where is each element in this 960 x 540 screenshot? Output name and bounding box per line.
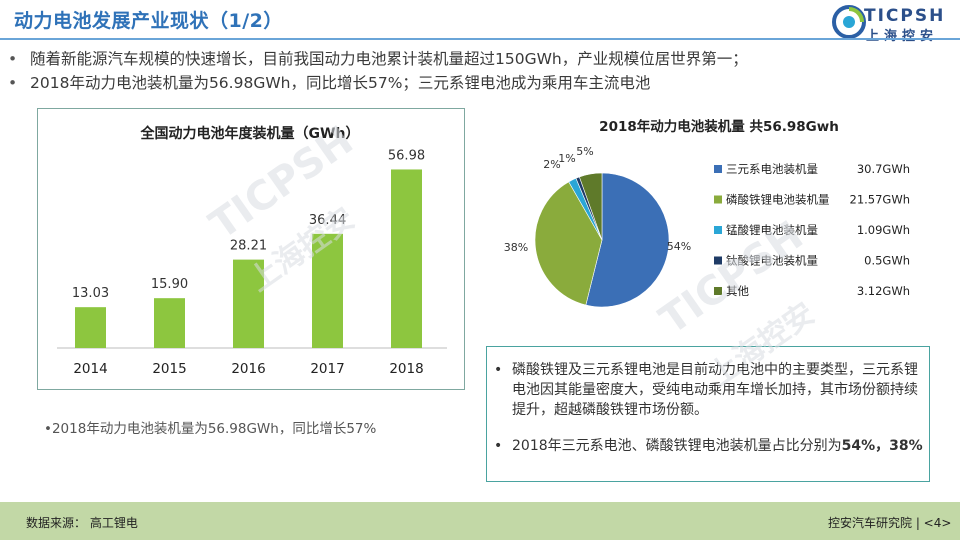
summary-bullet-1: • 磷酸铁锂及三元系锂电池是目前动力电池中的主要类型，三元系锂电池因其能量密度大…	[494, 360, 924, 420]
x-tick-label: 2015	[152, 361, 186, 377]
pie-pct-label: 2%	[543, 158, 560, 171]
bar-2014	[75, 307, 106, 348]
bullet-glyph: •	[494, 362, 503, 378]
bar-value-label: 36.44	[309, 213, 346, 228]
bullet-glyph: •	[8, 74, 18, 92]
page-title: 动力电池发展产业现状（1/2）	[14, 10, 283, 32]
summary-bullet-1-text: 磷酸铁锂及三元系锂电池是目前动力电池中的主要类型，三元系锂电池因其能量密度大，受…	[512, 362, 918, 418]
bar-value-label: 15.90	[151, 277, 188, 292]
legend-label: 钛酸锂电池装机量	[726, 254, 818, 268]
annual-installation-bar-chart: 全国动力电池年度装机量（GWh） 13.03 2014 15.90 2015 28.21 2…	[57, 125, 447, 377]
bar-chart-title: 全国动力电池年度装机量（GWh）	[140, 125, 360, 142]
bar-2015	[154, 298, 185, 348]
intro-bullet-2: • 2018年动力电池装机量为56.98GWh，同比增长57%；三元系锂电池成为乘…	[8, 71, 650, 93]
legend-swatch	[714, 287, 722, 295]
pie-slice	[585, 172, 670, 308]
legend-amount: 1.09GWh	[857, 223, 910, 237]
legend-label: 其他	[726, 284, 749, 298]
bar-value-label: 56.98	[388, 148, 425, 163]
legend-label: 锰酸锂电池装机量	[726, 223, 818, 237]
legend-label: 三元系电池装机量	[726, 162, 818, 176]
intro-bullet-1: • 随着新能源汽车规模的快速增长，目前我国动力电池累计装机量超过150GWh，产业…	[8, 47, 748, 69]
intro-bullet-2-text: 2018年动力电池装机量为56.98GWh，同比增长57%；三元系锂电池成为乘用…	[30, 74, 651, 92]
summary-bullet-2-text: 2018年三元系电池、磷酸铁锂电池装机量占比分别为	[512, 438, 842, 454]
pie-slice	[579, 172, 603, 241]
bar-value-label: 28.21	[230, 239, 267, 254]
footer-bar	[0, 502, 960, 540]
bar-2018	[391, 169, 422, 348]
legend-swatch	[714, 195, 722, 204]
pie-pct-label: 1%	[558, 152, 575, 165]
legend-swatch	[714, 226, 722, 234]
title-divider	[0, 38, 960, 40]
pie-pct-label: 54%	[667, 240, 691, 253]
x-tick-label: 2018	[389, 361, 423, 377]
logo-text-en: TICPSH	[864, 6, 946, 26]
logo-icon	[832, 5, 866, 39]
summary-bullet-2: • 2018年三元系电池、磷酸铁锂电池装机量占比分别为54%，38%	[494, 436, 924, 456]
x-tick-label: 2016	[231, 361, 265, 377]
x-tick-label: 2017	[310, 361, 344, 377]
logo-text-cn: 上海控安	[866, 29, 939, 44]
summary-box	[486, 346, 930, 482]
bullet-glyph: •	[44, 421, 52, 437]
footer-source: 数据来源： 高工锂电	[26, 516, 138, 530]
legend-amount: 30.7GWh	[857, 162, 910, 176]
bar-chart-note-text: 2018年动力电池装机量为56.98GWh，同比增长57%	[51, 421, 377, 437]
installation-share-pie-chart: 2018年动力电池装机量 共56.98Gwh 54% 38% 2%1%5% 三元系电池装…	[504, 118, 911, 308]
legend-label: 磷酸铁锂电池装机量	[726, 193, 830, 207]
pie-chart-title: 2018年动力电池装机量 共56.98Gwh	[599, 118, 839, 135]
summary-share-values: 54%，38%	[841, 438, 923, 454]
bar-2016	[233, 259, 264, 348]
bar-2017	[312, 233, 343, 348]
legend-amount: 0.5GWh	[864, 254, 910, 268]
x-tick-label: 2014	[73, 361, 107, 377]
legend-swatch	[714, 165, 722, 173]
pie-pct-label: 38%	[504, 241, 528, 254]
bar-chart-note: •2018年动力电池装机量为56.98GWh，同比增长57%	[44, 417, 376, 437]
bullet-glyph: •	[494, 438, 503, 454]
footer-page-info: 控安汽车研究院 | <4>	[828, 516, 952, 530]
bar-value-label: 13.03	[72, 286, 109, 301]
intro-bullet-1-text: 随着新能源汽车规模的快速增长，目前我国动力电池累计装机量超过150GWh，产业规…	[30, 50, 748, 68]
bullet-glyph: •	[8, 50, 18, 68]
legend-swatch	[714, 256, 722, 265]
pie-slice	[534, 181, 603, 306]
pie-pct-label: 5%	[576, 145, 593, 158]
legend-amount: 3.12GWh	[857, 284, 910, 298]
legend-amount: 21.57GWh	[850, 193, 911, 207]
